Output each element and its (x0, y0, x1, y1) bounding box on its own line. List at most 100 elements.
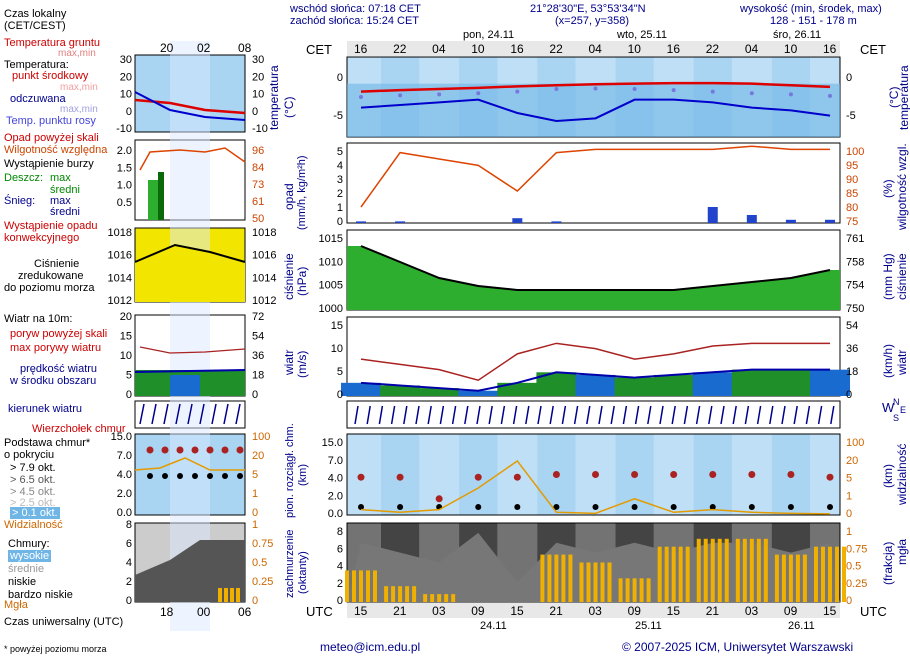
compass-w: W (882, 400, 895, 415)
precip-bar (707, 207, 718, 223)
pressure-ytick-right: 761 (846, 233, 864, 245)
mini-temp-left: 30 (120, 54, 132, 66)
fog-bar (423, 594, 428, 602)
cloud-top-mark (826, 473, 834, 481)
pressure-ytick-left: 1005 (319, 280, 343, 292)
wind-dir-arrow (525, 405, 530, 425)
day-stripe (419, 434, 460, 515)
mini-precip-left: 1.5 (117, 162, 132, 174)
legend-maxmin: max,min (60, 82, 98, 93)
cet-tick-label: 04 (745, 42, 759, 56)
axis-cb-left2: (km) (297, 464, 309, 486)
cloud-ytick-left: 0.0 (328, 508, 343, 520)
dew-point-mark (476, 91, 481, 96)
fog-bar (639, 578, 644, 602)
cloud-ytick-left: 15.0 (322, 437, 343, 449)
cloud-base-mark (827, 504, 833, 510)
mini-vis-right: 0 (252, 507, 258, 519)
legend-dew: Temp. punktu rosy (6, 115, 96, 127)
mini-press-right: 1014 (252, 272, 276, 284)
fog-bar (742, 538, 747, 602)
legend-fog: Mgła (4, 599, 28, 611)
wind-dir-arrow (390, 405, 396, 425)
axis-precip-left2: (mm/h, kg/m²h) (296, 155, 308, 230)
legend-cloud-base-dot (207, 473, 213, 479)
mini-cet-tick: 08 (238, 41, 252, 55)
fog-bar (678, 546, 683, 602)
compass-s: S (893, 413, 900, 423)
mini-precip-left: 0.5 (117, 197, 132, 209)
fog-bar (444, 594, 449, 602)
legend-wind-line (134, 369, 246, 373)
utc-day-3: 26.11 (788, 620, 815, 632)
mini-temp-right: 10 (252, 89, 264, 101)
fog-bar (437, 594, 442, 602)
utc-day-2: 25.11 (635, 620, 662, 632)
legend-cloud-base: Podstawa chmur* (4, 437, 91, 449)
dew-point-mark (554, 87, 559, 91)
height-title: wysokość (min, środek, max) (740, 3, 882, 15)
cet-tick-label: 10 (784, 42, 798, 56)
fog-bar (359, 570, 363, 602)
wind-dir-arrow (720, 405, 725, 425)
utc-day-1: 24.11 (480, 620, 507, 632)
mini-fog-right: 0 (252, 595, 258, 607)
cover-ytick-left: 4 (337, 561, 343, 573)
fog-bar (618, 578, 623, 602)
axis-temp-left: temperatura (267, 65, 281, 130)
mini-cov-left: 6 (126, 538, 132, 550)
fog-bar (724, 538, 729, 602)
legend-fog-bar (218, 588, 222, 602)
wind-ytick-right: 0 (846, 389, 852, 401)
mini-press-left: 1014 (108, 272, 132, 284)
wind-dir-arrow (659, 405, 664, 425)
wind-speed-bar (810, 369, 850, 396)
footer-email[interactable]: meteo@icm.edu.pl (320, 640, 421, 654)
legend-pressure-line (134, 243, 246, 263)
utc-label-left: UTC (306, 604, 333, 619)
legend-pressure1: Ciśnienie (34, 258, 80, 270)
pressure-ytick-right: 750 (846, 303, 864, 315)
mini-wind-right: 36 (252, 350, 264, 362)
wind-speed-bar (731, 369, 772, 396)
wind-dir-arrow (500, 405, 506, 425)
fog-bar (600, 562, 605, 602)
legend-utc: Czas uniwersalny (UTC) (4, 616, 124, 628)
fog-bar (774, 554, 779, 602)
wind-dir-arrow (537, 405, 542, 425)
mini-cb-left: 4.0 (117, 469, 132, 481)
panel-bg (347, 143, 840, 223)
mini-temp-left: -10 (116, 123, 132, 135)
mini-hum-right: 61 (252, 196, 264, 208)
wind-dir-arrow (817, 405, 823, 425)
wind-dir-arrow (439, 405, 445, 425)
visibility-line (360, 459, 831, 515)
fog-bar (749, 538, 754, 602)
legend-cloud-base-dot (177, 473, 183, 479)
mini-utc-tick: 18 (160, 605, 174, 619)
wind-speed-bar (692, 372, 733, 396)
mini-press-left: 1012 (108, 295, 132, 307)
legend-soil-temp: Temperatura gruntu (4, 37, 100, 49)
wind-speed-bar (419, 388, 460, 396)
utc-label-right: UTC (860, 604, 887, 619)
legend-vis-line (134, 457, 245, 471)
axis-wind-left: wiatr (282, 349, 296, 375)
fog-bar (391, 586, 396, 602)
wind-ytick-right: 54 (846, 320, 858, 332)
cloud-base-mark (592, 504, 599, 510)
cloud-top-mark (670, 471, 678, 478)
mini-vis-right: 5 (252, 469, 258, 481)
wind-dir-arrow (354, 405, 359, 425)
cloud-top-mark (357, 473, 365, 481)
compass-n: N (893, 397, 900, 407)
wind-speed-line (360, 368, 830, 392)
wind-speed-bar (614, 377, 655, 396)
fog-bar (384, 586, 389, 602)
mini-hum-right: 73 (252, 179, 264, 191)
wind-speed-bar (341, 382, 381, 396)
legend-fog-bar (236, 588, 240, 602)
precip-ytick: 2 (337, 188, 343, 200)
precip-ytick: 5 (337, 146, 343, 158)
legend-local-time2: (CET/CEST) (4, 20, 66, 32)
